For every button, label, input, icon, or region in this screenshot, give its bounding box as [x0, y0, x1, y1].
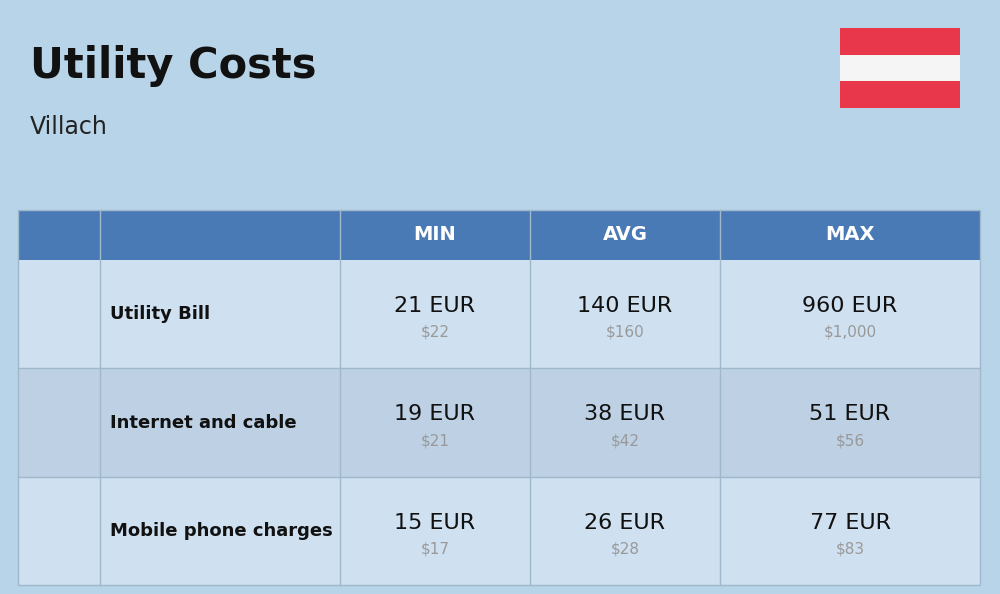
- Bar: [18, 368, 980, 476]
- Text: MAX: MAX: [825, 226, 875, 245]
- Text: $56: $56: [835, 433, 865, 448]
- Text: 19 EUR: 19 EUR: [394, 405, 476, 425]
- Text: Utility Bill: Utility Bill: [110, 305, 210, 323]
- Text: Mobile phone charges: Mobile phone charges: [110, 522, 333, 540]
- Bar: [840, 55, 960, 81]
- Text: $22: $22: [420, 325, 450, 340]
- Text: MIN: MIN: [414, 226, 456, 245]
- Bar: [18, 476, 980, 585]
- Bar: [840, 28, 960, 55]
- Text: $17: $17: [420, 541, 450, 557]
- Text: $42: $42: [610, 433, 640, 448]
- Text: $83: $83: [835, 541, 865, 557]
- Text: $21: $21: [420, 433, 450, 448]
- Text: 140 EUR: 140 EUR: [577, 296, 673, 316]
- Text: $160: $160: [606, 325, 644, 340]
- Bar: [18, 210, 980, 585]
- Text: 77 EUR: 77 EUR: [810, 513, 891, 533]
- Bar: [18, 210, 980, 260]
- Text: $1,000: $1,000: [823, 325, 877, 340]
- Text: 51 EUR: 51 EUR: [809, 405, 891, 425]
- Text: Internet and cable: Internet and cable: [110, 413, 297, 431]
- Text: 38 EUR: 38 EUR: [584, 405, 666, 425]
- Text: Utility Costs: Utility Costs: [30, 45, 316, 87]
- Text: 15 EUR: 15 EUR: [394, 513, 476, 533]
- Text: Villach: Villach: [30, 115, 108, 139]
- Text: AVG: AVG: [602, 226, 648, 245]
- Bar: [18, 260, 980, 368]
- Text: 26 EUR: 26 EUR: [584, 513, 666, 533]
- Text: 960 EUR: 960 EUR: [802, 296, 898, 316]
- Bar: [840, 81, 960, 108]
- Text: 21 EUR: 21 EUR: [394, 296, 476, 316]
- Text: $28: $28: [610, 541, 640, 557]
